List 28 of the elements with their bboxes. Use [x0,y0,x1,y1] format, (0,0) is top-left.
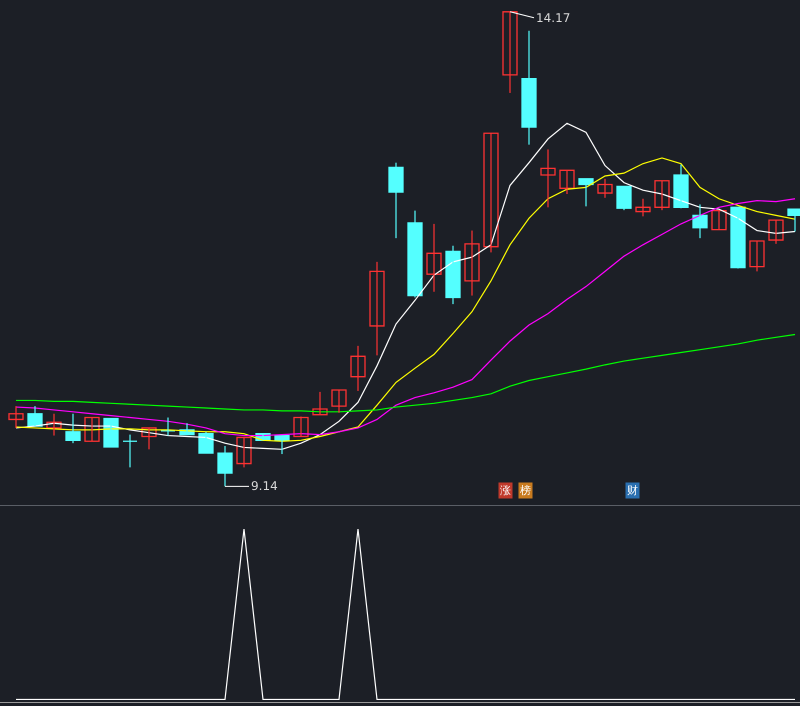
candlestick [521,30,537,146]
candlestick [559,170,575,195]
candlestick [8,406,24,429]
candlestick [540,148,556,208]
annotation: 9.14 [251,479,278,493]
annotation: 榜 [520,484,531,497]
candlestick [122,434,138,468]
candlestick [103,418,119,448]
annotation: 财 [627,484,638,497]
annotation: 涨 [500,484,511,497]
candlestick [331,389,347,414]
candlestick [65,413,81,444]
candlestick [426,223,442,292]
candlestick [711,210,727,230]
annotation: 14.17 [536,11,570,25]
candlestick [616,186,632,211]
candlestick [388,162,404,239]
candlestick [293,416,309,438]
candlestick [749,240,765,272]
candlestick [160,416,176,436]
candlestick [483,132,499,253]
candlestick [369,261,385,356]
candlestick [502,11,518,94]
candlestick [84,416,100,442]
candlestick [407,210,423,298]
candlestick [217,445,233,487]
candlestick [350,345,366,392]
candlestick [635,198,651,217]
